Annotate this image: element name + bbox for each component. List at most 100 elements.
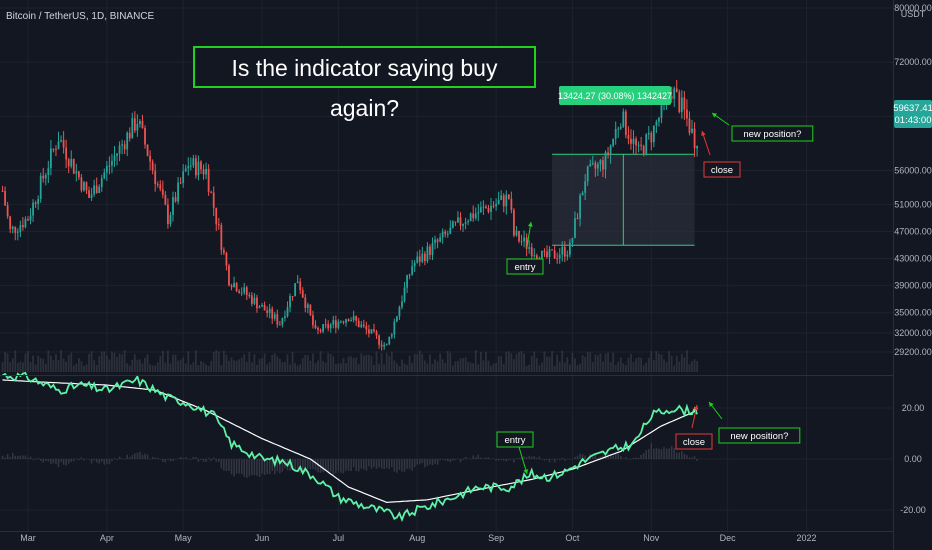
histogram-bar xyxy=(553,459,556,463)
volume-bar xyxy=(388,356,391,372)
candle-body xyxy=(393,321,396,335)
histogram-bar xyxy=(121,458,123,459)
volume-bar xyxy=(332,356,335,372)
candle-body xyxy=(9,216,12,229)
candle-body xyxy=(291,296,294,298)
volume-bar xyxy=(340,363,342,372)
histogram-bar xyxy=(388,459,391,470)
symbol-title[interactable]: Bitcoin / TetherUS, 1D, BINANCE xyxy=(6,11,155,22)
time-axis[interactable]: Mar Apr May Jun Jul Aug Sep Oct Nov Dec 2022 xyxy=(20,533,816,543)
candle-body xyxy=(139,120,141,124)
volume-bar xyxy=(469,362,472,372)
histogram-bar xyxy=(90,459,93,464)
volume-bar xyxy=(296,365,299,372)
histogram-bar xyxy=(329,459,332,472)
candle-body xyxy=(640,144,643,146)
candle-body xyxy=(263,304,266,311)
candle-body xyxy=(250,295,253,304)
volume-bar xyxy=(273,353,276,372)
histogram-bar xyxy=(640,454,642,459)
candle-body xyxy=(159,184,162,190)
volume-bar xyxy=(202,362,205,372)
candle-body xyxy=(652,125,655,143)
volume-bar xyxy=(80,361,83,372)
histogram-bar xyxy=(673,447,675,459)
histogram-bar xyxy=(317,459,319,473)
histogram-bar xyxy=(441,459,444,460)
volume-bar xyxy=(594,354,597,372)
volume-bar xyxy=(105,355,108,372)
volume-bar xyxy=(591,362,594,372)
histogram-bar xyxy=(350,459,352,472)
time-tick-label: 2022 xyxy=(796,533,816,543)
volume-bar xyxy=(133,354,136,372)
candle-body xyxy=(80,177,83,191)
volume-bar xyxy=(571,352,574,372)
oscillator-entry-arrow xyxy=(518,446,528,475)
volume-bar xyxy=(528,364,531,372)
histogram-bar xyxy=(663,447,665,459)
histogram-bar xyxy=(37,457,39,459)
candle-body xyxy=(210,191,213,193)
volume-bar xyxy=(118,353,121,372)
candle-body xyxy=(317,327,319,330)
volume-bar xyxy=(103,351,106,372)
candle-body xyxy=(47,168,50,175)
volume-bar xyxy=(647,357,650,372)
volume-bar xyxy=(434,359,436,372)
candle-body xyxy=(383,344,386,347)
histogram-bar xyxy=(637,457,640,459)
volume-bar xyxy=(673,365,676,372)
volume-bar xyxy=(596,355,599,372)
volume-bar xyxy=(678,361,681,372)
histogram-bar xyxy=(200,459,202,460)
price-tick-label: 43000.00 xyxy=(894,254,932,264)
oscillator-axis[interactable]: 20.00 0.00 -20.00 xyxy=(900,403,926,515)
histogram-bar xyxy=(378,459,380,468)
volume-bar xyxy=(500,356,503,372)
histogram-bar xyxy=(195,456,197,459)
volume-bar xyxy=(556,354,559,372)
histogram-bar xyxy=(345,459,347,471)
histogram-bar xyxy=(233,459,235,477)
histogram-bar xyxy=(691,457,693,459)
volume-bar xyxy=(337,363,340,372)
volume-bar xyxy=(126,363,129,372)
histogram-bar xyxy=(113,457,116,459)
candle-body xyxy=(29,215,32,221)
histogram-bar xyxy=(474,457,477,459)
candle-body xyxy=(34,202,37,205)
candle-body xyxy=(373,329,375,332)
new-position-label-text: new position? xyxy=(743,129,801,140)
volume-bar xyxy=(635,358,637,372)
candle-body xyxy=(281,317,284,325)
histogram-bar xyxy=(650,443,653,459)
histogram-bar xyxy=(530,456,533,459)
candle-body xyxy=(95,185,98,194)
close-label-text: close xyxy=(711,165,733,176)
volume-bar xyxy=(459,358,462,372)
candle-body xyxy=(154,170,157,184)
histogram-bar xyxy=(190,459,192,460)
histogram-bar xyxy=(223,459,225,471)
price-tick-label: 47000.00 xyxy=(894,226,932,236)
price-tick-label: 35000.00 xyxy=(894,308,932,318)
candle-body xyxy=(563,246,566,257)
volume-bar xyxy=(98,356,101,372)
volume-bar xyxy=(579,363,581,372)
price-tick-label: 72000.00 xyxy=(894,57,932,67)
candle-body xyxy=(245,287,248,296)
histogram-bar xyxy=(57,459,60,467)
histogram-bar xyxy=(444,459,446,461)
volume-bar xyxy=(663,359,665,372)
volume-bar xyxy=(566,357,569,372)
volume-bar xyxy=(212,352,215,372)
histogram-bar xyxy=(620,456,622,459)
histogram-bar xyxy=(564,459,566,461)
histogram-bar xyxy=(14,455,17,459)
candle-body xyxy=(217,224,220,226)
candle-body xyxy=(276,314,279,325)
histogram-bar xyxy=(543,459,546,461)
volume-bar xyxy=(177,360,179,372)
